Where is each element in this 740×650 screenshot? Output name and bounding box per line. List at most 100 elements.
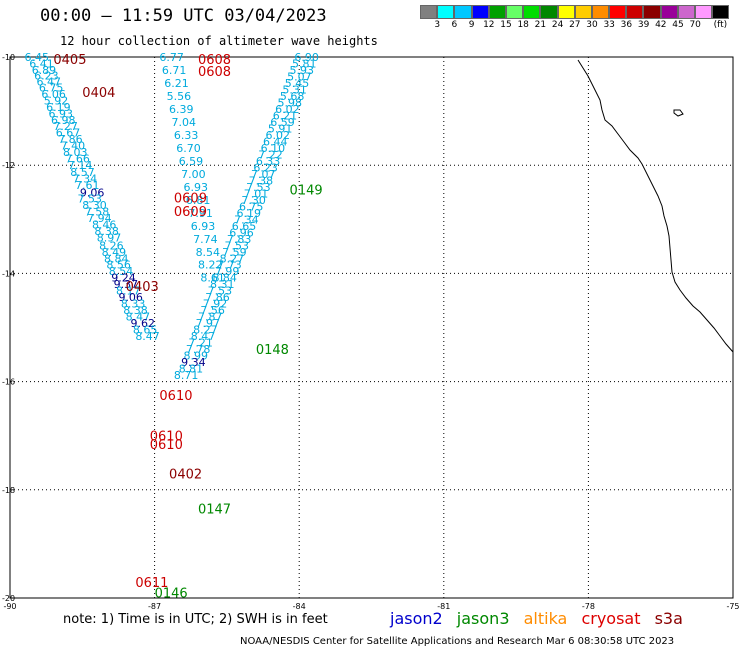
color-swatch bbox=[591, 5, 610, 19]
color-swatch bbox=[540, 5, 558, 19]
swh-value: 7.92 bbox=[203, 298, 228, 311]
track-label: 0146 bbox=[155, 587, 188, 602]
swh-value: 7.22 bbox=[258, 148, 283, 161]
swh-value: 9.34 bbox=[181, 356, 206, 369]
swh-value: 8.54 bbox=[196, 246, 221, 259]
swh-value: 6.65 bbox=[232, 220, 257, 233]
swh-value: 9.06 bbox=[118, 291, 143, 304]
swh-value: 5.31 bbox=[282, 83, 307, 96]
swh-value: 8.47 bbox=[135, 330, 160, 343]
lat-lon-grid bbox=[10, 57, 733, 598]
swh-value: 7.14 bbox=[68, 159, 93, 172]
island-outline bbox=[673, 109, 684, 117]
swh-value: 7.30 bbox=[241, 194, 265, 207]
track-label: 0610 bbox=[150, 430, 183, 445]
color-tick-label: 70 bbox=[689, 20, 701, 30]
swh-value: 7.86 bbox=[58, 133, 82, 146]
swh-value: 6.75 bbox=[39, 81, 64, 94]
swh-value: 5.56 bbox=[167, 90, 192, 103]
track-label: 0608 bbox=[198, 65, 231, 80]
swh-value: 7.73 bbox=[217, 259, 242, 272]
swh-value: 8.84 bbox=[104, 252, 128, 265]
track-label: 0148 bbox=[256, 343, 289, 358]
swh-value: 7.04 bbox=[171, 116, 196, 129]
swh-value: 9.06 bbox=[80, 186, 105, 199]
swh-value: 5.91 bbox=[268, 122, 293, 135]
color-swatch bbox=[712, 5, 730, 19]
swh-value: 5.98 bbox=[278, 96, 303, 109]
track-label: 0402 bbox=[169, 468, 202, 483]
map-title: 00:00 – 11:59 UTC 03/04/2023 bbox=[40, 6, 327, 26]
color-swatch bbox=[574, 5, 592, 19]
swh-value: 6.23 bbox=[34, 69, 59, 82]
color-swatch bbox=[695, 5, 713, 19]
color-tick-label: 36 bbox=[620, 20, 633, 30]
swh-value: 8.33 bbox=[121, 298, 146, 311]
swh-value: 8.27 bbox=[220, 252, 245, 265]
swh-value: 8.56 bbox=[106, 259, 130, 272]
swh-value: 7.78 bbox=[186, 343, 211, 356]
swh-value: 6.21 bbox=[164, 77, 189, 90]
track-label: 0405 bbox=[53, 53, 86, 68]
track-label: 0610 bbox=[159, 389, 192, 404]
swh-value: 8.47 bbox=[126, 311, 150, 324]
track-label: 0403 bbox=[126, 280, 159, 295]
swh-value: 7.01 bbox=[244, 187, 269, 200]
color-tick-label: 21 bbox=[534, 20, 547, 30]
swh-value: 7.86 bbox=[205, 291, 230, 304]
color-tick-label: 12 bbox=[483, 20, 495, 30]
track-label: 0609 bbox=[174, 192, 207, 207]
swh-value: 8.27 bbox=[193, 324, 218, 337]
swh-value: 8.31 bbox=[210, 278, 235, 291]
lat-tick-label: -12 bbox=[2, 161, 15, 170]
color-swatch bbox=[557, 5, 575, 19]
color-tick-label: 30 bbox=[586, 20, 598, 30]
swh-value: 7.83 bbox=[227, 233, 252, 246]
swh-value: 6.93 bbox=[184, 181, 209, 194]
swh-value: 8.61 bbox=[200, 272, 225, 285]
swh-value: 8.54 bbox=[109, 265, 134, 278]
swh-value: 6.71 bbox=[162, 64, 187, 77]
swh-value: 6.90 bbox=[294, 51, 319, 64]
swh-value: 6.93 bbox=[49, 107, 73, 120]
axis-labels: -90 -87 -84 -81 -78 -75 -10 -12 -14 -16 -18 -20 bbox=[2, 53, 740, 611]
swh-value: 7.38 bbox=[249, 174, 274, 187]
swh-value: 9.24 bbox=[111, 272, 136, 285]
color-swatch bbox=[677, 5, 695, 19]
swh-value: 8.47 bbox=[191, 330, 216, 343]
track-label: 0610 bbox=[150, 438, 183, 453]
swh-value: 6.02 bbox=[265, 129, 290, 142]
swh-value: 8.22 bbox=[198, 259, 223, 272]
swh-value: 7.34 bbox=[73, 173, 98, 186]
swh-value: 6.47 bbox=[37, 75, 62, 88]
color-swatch bbox=[523, 5, 541, 19]
color-tick-label: 18 bbox=[517, 20, 529, 30]
swh-value: 7.34 bbox=[234, 213, 259, 226]
swh-value: 7.40 bbox=[61, 140, 86, 153]
swh-value: 8.38 bbox=[123, 304, 147, 317]
swh-value: 6.19 bbox=[237, 207, 261, 220]
track-label: 0609 bbox=[174, 205, 207, 220]
swh-value: 6.21 bbox=[273, 109, 298, 122]
swh-value: 5.81 bbox=[292, 57, 317, 70]
color-swatch bbox=[643, 5, 661, 19]
swh-value: 7.91 bbox=[188, 207, 213, 220]
track-label: 0608 bbox=[198, 53, 231, 68]
color-tick-label: 6 bbox=[451, 20, 458, 30]
track-label: 0404 bbox=[82, 86, 115, 101]
swh-value: 8.26 bbox=[99, 239, 124, 252]
lon-tick-label: -87 bbox=[148, 602, 161, 611]
swh-value: 7.53 bbox=[208, 285, 233, 298]
satellite-legend: jason2 jason3 altika cryosat s3a bbox=[390, 609, 692, 628]
swh-value: 5.07 bbox=[287, 70, 312, 83]
swh-value: 6.59 bbox=[270, 116, 295, 129]
swh-value: 6.06 bbox=[41, 88, 66, 101]
lat-tick-label: -10 bbox=[2, 53, 15, 62]
color-swatch bbox=[626, 5, 644, 19]
swh-value: 6.02 bbox=[275, 103, 300, 116]
swh-value: 8.99 bbox=[184, 350, 209, 363]
swh-value: 8.38 bbox=[94, 225, 119, 238]
swh-value: 7.74 bbox=[193, 233, 218, 246]
color-tick-label: 45 bbox=[672, 20, 684, 30]
coastline bbox=[577, 59, 734, 353]
